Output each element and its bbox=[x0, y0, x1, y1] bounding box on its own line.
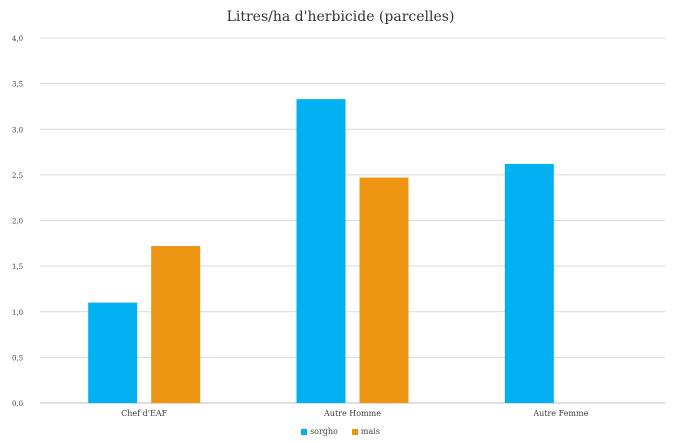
legend-label-sorgho: sorgho bbox=[310, 427, 338, 436]
legend-swatch-mais bbox=[351, 428, 358, 435]
y-tick-label: 2,5 bbox=[12, 172, 23, 180]
y-tick-label: 3,5 bbox=[12, 81, 23, 89]
x-tick-label: Autre Homme bbox=[323, 409, 381, 418]
y-tick-label: 1,5 bbox=[12, 263, 23, 271]
bar-sorgho bbox=[88, 302, 138, 403]
y-tick-label: 0,5 bbox=[12, 354, 23, 362]
bar-sorgho bbox=[296, 99, 346, 403]
legend-item-sorgho: sorgho bbox=[301, 427, 338, 436]
bar-mais bbox=[151, 246, 201, 403]
y-tick-label: 3,0 bbox=[12, 126, 23, 134]
legend-label-mais: mais bbox=[360, 427, 380, 436]
legend-item-mais: mais bbox=[351, 427, 380, 436]
y-tick-label: 4,0 bbox=[12, 35, 23, 43]
bar-mais bbox=[359, 177, 409, 403]
chart-title: Litres/ha d'herbicide (parcelles) bbox=[226, 9, 455, 25]
y-tick-label: 1,0 bbox=[12, 309, 23, 317]
bar-sorgho bbox=[504, 163, 554, 403]
legend: sorgho mais bbox=[0, 427, 681, 436]
y-tick-label: 0,0 bbox=[12, 400, 23, 408]
x-tick-label: Autre Femme bbox=[532, 409, 588, 418]
legend-swatch-sorgho bbox=[301, 428, 308, 435]
y-tick-label: 2,0 bbox=[12, 218, 23, 226]
x-tick-label: Chef d'EAF bbox=[121, 409, 167, 418]
